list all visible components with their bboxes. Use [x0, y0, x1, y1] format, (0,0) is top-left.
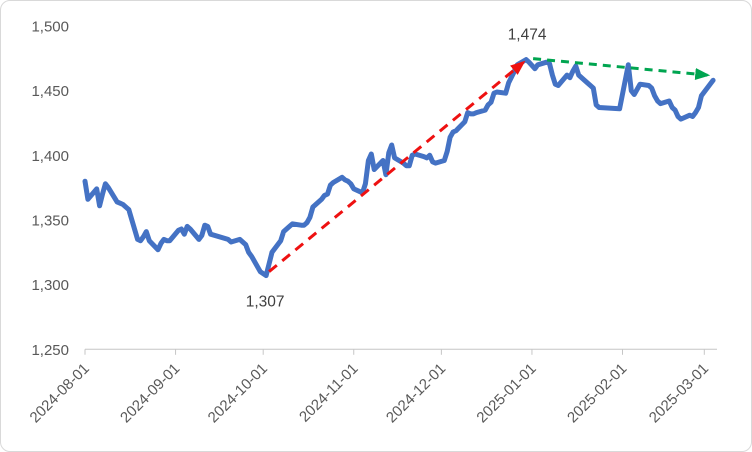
low-value-label: 1,307 [246, 294, 285, 311]
x-axis-label: 2024-08-01 [27, 360, 93, 426]
y-axis-label: 1,250 [31, 342, 69, 359]
y-axis-label: 1,500 [31, 19, 69, 36]
uptrend-arrow [268, 60, 526, 273]
x-axis-label: 2025-03-01 [646, 360, 712, 426]
x-axis-label: 2025-01-01 [473, 360, 539, 426]
x-axis-label: 2025-02-01 [564, 360, 630, 426]
x-axis-label: 2024-10-01 [205, 360, 271, 426]
downtrend-arrow [532, 57, 711, 80]
price-line [82, 57, 716, 279]
y-axis-label: 1,300 [31, 277, 69, 294]
x-axis-label: 2024-09-01 [117, 360, 183, 426]
y-axis-label: 1,400 [31, 148, 69, 165]
y-axis-label: 1,450 [31, 83, 69, 100]
x-axis-label: 2024-11-01 [296, 360, 361, 425]
peak-value-label: 1,474 [508, 27, 547, 44]
x-axis-label: 2024-12-01 [383, 360, 449, 426]
y-axis-label: 1,350 [31, 212, 69, 229]
